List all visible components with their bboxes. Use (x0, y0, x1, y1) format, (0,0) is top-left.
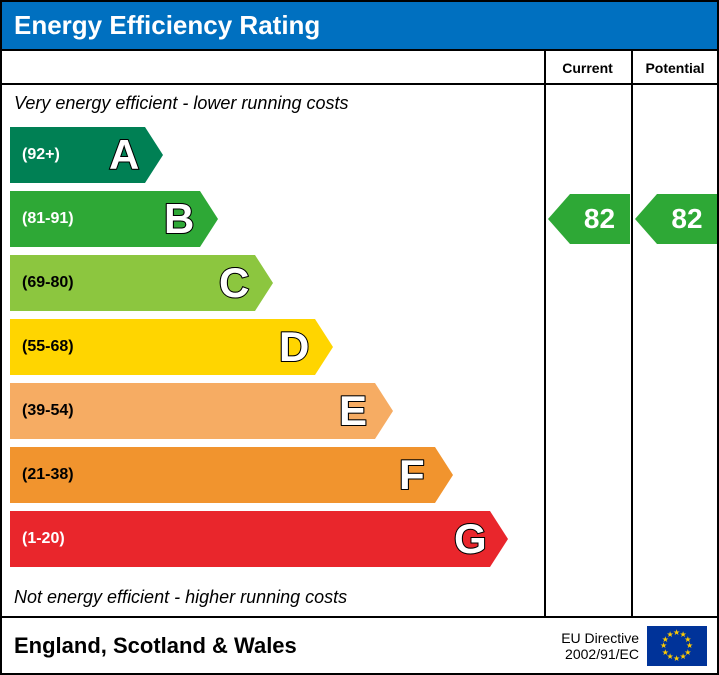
rating-arrow-tip (548, 194, 570, 244)
band-range-C: (69-80) (10, 274, 74, 292)
band-D: (55-68) D (10, 319, 717, 375)
band-tip-A (145, 127, 163, 183)
band-bar-G: (1-20) (10, 511, 490, 567)
rating-arrow-current: 82 (570, 194, 630, 244)
footer-right: EU Directive 2002/91/EC ★★★★★★★★★★★★ (561, 626, 707, 666)
band-bar-F: (21-38) (10, 447, 435, 503)
band-tip-G (490, 511, 508, 567)
header-potential: Potential (631, 51, 719, 85)
band-letter-D: D (279, 323, 309, 371)
rating-potential-value: 82 (671, 203, 702, 234)
eu-directive-text: EU Directive 2002/91/EC (561, 630, 639, 662)
band-tip-E (375, 383, 393, 439)
band-letter-C: C (219, 259, 249, 307)
directive-line1: EU Directive (561, 630, 639, 646)
header-current: Current (544, 51, 631, 85)
eu-star-icon: ★ (680, 652, 687, 661)
eu-flag-icon: ★★★★★★★★★★★★ (647, 626, 707, 666)
rating-current-value: 82 (584, 203, 615, 234)
band-letter-F: F (399, 451, 425, 499)
band-bar-E: (39-54) (10, 383, 375, 439)
band-range-B: (81-91) (10, 210, 74, 228)
rating-arrow-tip (635, 194, 657, 244)
band-letter-B: B (164, 195, 194, 243)
band-letter-G: G (454, 515, 487, 563)
band-range-A: (92+) (10, 146, 60, 164)
footer: England, Scotland & Wales EU Directive 2… (2, 616, 717, 674)
rating-arrow-potential: 82 (657, 194, 717, 244)
band-A: (92+) A (10, 127, 717, 183)
band-F: (21-38) F (10, 447, 717, 503)
band-range-E: (39-54) (10, 402, 74, 420)
band-bar-D: (55-68) (10, 319, 315, 375)
eu-star-icon: ★ (667, 630, 674, 639)
eu-star-icon: ★ (673, 654, 680, 663)
caption-bottom: Not energy efficient - higher running co… (14, 587, 347, 608)
chart-title: Energy Efficiency Rating (2, 2, 717, 51)
band-C: (69-80) C (10, 255, 717, 311)
band-tip-C (255, 255, 273, 311)
band-range-F: (21-38) (10, 466, 74, 484)
band-tip-B (200, 191, 218, 247)
chart-body: Very energy efficient - lower running co… (2, 85, 717, 616)
band-tip-D (315, 319, 333, 375)
directive-line2: 2002/91/EC (565, 646, 639, 662)
footer-region: England, Scotland & Wales (14, 633, 297, 659)
chart-grid: Current Potential Very energy efficient … (2, 51, 717, 616)
band-range-D: (55-68) (10, 338, 74, 356)
epc-chart: Energy Efficiency Rating Current Potenti… (0, 0, 719, 675)
band-range-G: (1-20) (10, 530, 65, 548)
band-letter-E: E (339, 387, 367, 435)
caption-top: Very energy efficient - lower running co… (14, 93, 349, 114)
band-tip-F (435, 447, 453, 503)
band-G: (1-20) G (10, 511, 717, 567)
band-E: (39-54) E (10, 383, 717, 439)
column-header-row: Current Potential (2, 51, 717, 85)
band-letter-A: A (109, 131, 139, 179)
